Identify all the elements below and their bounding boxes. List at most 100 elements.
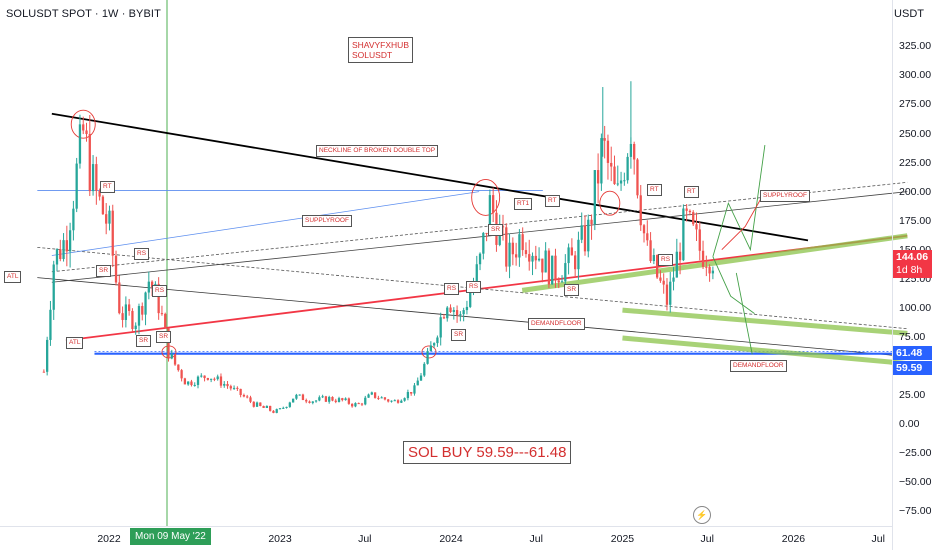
candle-body: [649, 240, 652, 262]
demandfloor-label-2: DEMANDFLOOR: [730, 360, 787, 372]
candle: [452, 307, 455, 320]
y-tick-label: 25.00: [899, 388, 926, 401]
candle-body: [223, 383, 226, 386]
candle-body: [203, 375, 206, 379]
candle: [705, 255, 708, 277]
candle-body: [177, 364, 180, 371]
candle: [669, 271, 672, 313]
candle: [265, 405, 269, 409]
candle: [298, 394, 301, 396]
candle: [278, 408, 282, 410]
candle: [367, 393, 370, 398]
candle: [318, 395, 321, 402]
candle-body: [593, 170, 596, 225]
candle: [108, 205, 111, 231]
y-tick-label: 275.00: [899, 98, 932, 111]
candle-body: [147, 281, 150, 293]
candle: [603, 125, 606, 159]
candle: [180, 368, 183, 382]
y-tick-label: −25.00: [899, 447, 932, 460]
candle: [295, 393, 298, 400]
candle: [337, 396, 341, 403]
candle: [373, 392, 377, 399]
candle-body: [547, 250, 551, 285]
candle-body: [485, 232, 488, 235]
candle: [692, 210, 695, 227]
green-demand-zone: [521, 233, 908, 293]
candle: [596, 153, 600, 204]
candle: [370, 391, 373, 396]
candle: [239, 388, 242, 398]
candle: [285, 406, 288, 409]
candle: [236, 386, 239, 392]
candle: [347, 397, 351, 405]
y-tick-label: 200.00: [899, 185, 932, 198]
candle-body: [229, 386, 232, 389]
lightning-icon[interactable]: ⚡: [693, 506, 711, 524]
candle-body: [295, 394, 298, 399]
candle-body: [72, 208, 75, 231]
candle: [98, 188, 101, 201]
y-tick-label: −50.00: [899, 476, 932, 489]
candle: [328, 395, 331, 404]
candle: [68, 222, 72, 268]
currency-label: USDT: [894, 8, 924, 20]
candle-body: [331, 396, 334, 401]
candle: [419, 373, 423, 381]
candle-body: [436, 337, 439, 344]
candle: [75, 157, 78, 213]
candle-body: [514, 254, 518, 258]
signature-line-1: SHAVYFXHUB: [352, 40, 409, 50]
candle-body: [275, 409, 278, 413]
candle-body: [698, 229, 701, 251]
atl-label-1: ATL: [4, 271, 22, 283]
candle: [72, 200, 75, 241]
candle-body: [88, 134, 91, 192]
candle: [52, 260, 55, 320]
candle: [646, 220, 649, 246]
candle-body: [373, 392, 377, 398]
candle-body: [560, 281, 564, 283]
candle-body: [455, 310, 459, 316]
candle: [357, 402, 360, 405]
candle: [587, 214, 590, 258]
candle-body: [157, 283, 160, 314]
candle: [252, 401, 255, 408]
signature-line-2: SOLUSDT: [352, 50, 393, 60]
y-tick-label: 0.00: [899, 418, 920, 430]
candle-body: [52, 264, 55, 310]
candle: [511, 237, 514, 266]
candle-body: [403, 398, 406, 401]
author-signature: SHAVYFXHUB SOLUSDT: [348, 37, 413, 63]
candle: [383, 397, 387, 401]
candle-body: [167, 328, 170, 359]
candle: [360, 402, 364, 407]
highlight-circle: [471, 178, 501, 216]
candle: [209, 378, 213, 383]
candle-body: [410, 392, 413, 394]
candle: [127, 298, 131, 316]
candle: [105, 203, 108, 235]
candle-body: [265, 405, 269, 408]
candle-body: [551, 255, 554, 285]
candle: [508, 233, 511, 279]
candle: [200, 373, 203, 378]
candle: [459, 311, 462, 322]
candle: [187, 381, 190, 386]
candle: [544, 242, 547, 273]
candle: [183, 377, 187, 385]
candle: [698, 221, 701, 261]
time-axis-separator: [0, 526, 892, 527]
candle: [439, 312, 442, 346]
candle-body: [688, 210, 692, 213]
candle-body: [180, 370, 183, 379]
candle-body: [298, 394, 301, 396]
candle-body: [531, 255, 534, 262]
candle-body: [380, 397, 383, 399]
buy-zone-lower-tag: 59.59: [893, 361, 932, 375]
candle: [636, 158, 639, 199]
candle: [354, 402, 357, 408]
candle: [131, 308, 134, 333]
candle: [393, 399, 396, 402]
